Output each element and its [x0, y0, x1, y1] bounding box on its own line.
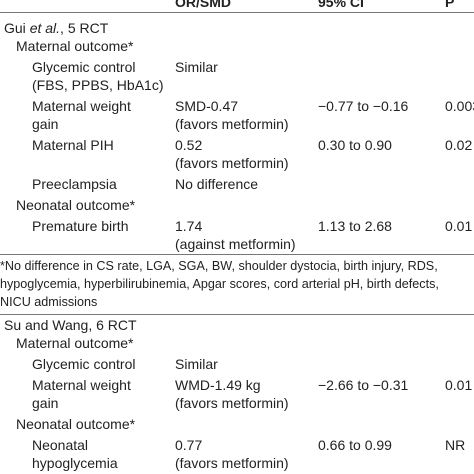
group-name: Maternal outcome*: [16, 335, 134, 351]
row-label: Maternal weight: [32, 98, 131, 114]
section-title: Gui et al., 5 RCT: [4, 19, 108, 37]
effect: Similar: [175, 59, 218, 75]
header-cell: 95% CI: [318, 0, 364, 10]
footnote: NICU admissions: [0, 295, 98, 309]
row-label: Maternal PIH: [32, 137, 114, 153]
p-value: NR: [445, 437, 466, 453]
ci: −2.66 to −0.31: [318, 377, 409, 393]
effect: 0.52: [175, 137, 203, 153]
group-name: Neonatal outcome*: [16, 416, 136, 432]
group-name: Neonatal outcome*: [16, 197, 136, 213]
row-label: Glycemic control: [32, 356, 136, 372]
effect: SMD-0.47: [175, 98, 239, 114]
effect: No difference: [175, 176, 259, 192]
row-label: gain: [32, 395, 59, 411]
rule: [0, 254, 474, 255]
row-label: Premature birth: [32, 218, 129, 234]
title-part: et al.: [29, 20, 61, 36]
effect: WMD-1.49 kg: [175, 377, 261, 393]
footnote: *No difference in CS rate, LGA, SGA, BW,…: [0, 259, 438, 273]
effect: (favors metformin): [175, 455, 289, 471]
title-part: Su and Wang, 6 RCT: [4, 317, 137, 333]
header-cell: OR/SMD: [175, 0, 231, 10]
effect: Similar: [175, 356, 218, 372]
ci: 1.13 to 2.68: [318, 218, 392, 234]
effect: (favors metformin): [175, 116, 289, 132]
p-value: 0.01: [445, 218, 473, 234]
ci: −0.77 to −0.16: [318, 98, 409, 114]
effect: 0.77: [175, 437, 203, 453]
header-cell: P: [445, 0, 455, 10]
effect: (favors metformin): [175, 155, 289, 171]
title-part: Gui: [4, 20, 30, 36]
row-label: Neonatal: [32, 437, 89, 453]
effect: (favors metformin): [175, 395, 289, 411]
rule: [0, 12, 474, 13]
rule: [0, 314, 474, 315]
row-label: Preeclampsia: [32, 176, 117, 192]
p-value: 0.003: [445, 98, 474, 114]
effect: 1.74: [175, 218, 203, 234]
ci: 0.30 to 0.90: [318, 137, 392, 153]
p-value: 0.02: [445, 137, 473, 153]
title-part: , 5 RCT: [60, 20, 109, 36]
row-label: (FBS, PPBS, HbA1c): [32, 77, 164, 93]
row-label: Maternal weight: [32, 377, 131, 393]
section-title: Su and Wang, 6 RCT: [4, 316, 137, 334]
row-label: gain: [32, 116, 59, 132]
p-value: 0.01: [445, 377, 473, 393]
ci: 0.66 to 0.99: [318, 437, 392, 453]
row-label: Glycemic control: [32, 59, 136, 75]
footnote: hypoglycemia, hyperbilirubinemia, Apgar …: [0, 277, 439, 291]
group-name: Maternal outcome*: [16, 38, 134, 54]
row-label: hypoglycemia: [32, 455, 118, 471]
effect: (against metformin): [175, 236, 296, 252]
